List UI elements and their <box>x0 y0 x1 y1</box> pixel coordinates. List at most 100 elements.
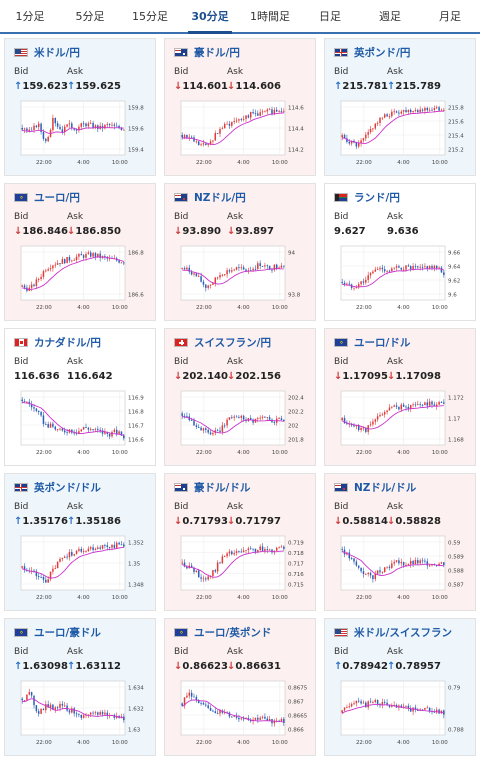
rate-card[interactable]: ユーロ/円 Bid Ask ↓186.846↓186.850 186.8 186.6 22:… <box>4 183 156 321</box>
price-chart[interactable]: 159.8 159.6 159.4 22:00 4:00 10:00 <box>13 97 151 169</box>
candle-body <box>115 542 118 548</box>
currency-pair-link[interactable]: ユーロ/豪ドル <box>34 626 101 639</box>
rate-card[interactable]: NZドル/円 Bid Ask ↓93.890 ↓93.897 94 93.8 22:00 4:0… <box>164 183 316 321</box>
tab-4[interactable]: 1時間足 <box>250 10 290 23</box>
ask-quote: ↑1.35186 <box>67 516 121 527</box>
candle-body <box>391 268 393 272</box>
flag-au-icon <box>174 47 188 57</box>
rate-card[interactable]: カナダドル/円 Bid Ask 116.636 116.642 116.9 116.8 116… <box>4 328 156 466</box>
rate-card[interactable]: 米ドル/円 Bid Ask ↑159.623↑159.625 159.8 159.6 159… <box>4 38 156 176</box>
currency-pair-link[interactable]: ランド/円 <box>354 191 400 204</box>
rate-card[interactable]: ランド/円 Bid Ask 9.627 9.636 9.66 9.64 9.62 9.6 22:0… <box>324 183 476 321</box>
currency-pair-link[interactable]: ユーロ/英ポンド <box>194 626 272 639</box>
candle-body <box>343 135 346 139</box>
tab-5[interactable]: 日足 <box>319 10 341 23</box>
currency-pair-link[interactable]: NZドル/ドル <box>354 481 417 494</box>
tab-2[interactable]: 15分足 <box>132 10 168 23</box>
candle-body <box>42 708 45 711</box>
ask-quote: ↑1.63112 <box>67 661 121 672</box>
price-chart[interactable]: 0.8675 0.867 0.8665 0.866 22:00 4:00 10:00 <box>173 677 311 749</box>
candle-body <box>383 702 386 703</box>
price-chart[interactable]: 202.4 202.2 202 201.8 22:00 4:00 10:00 <box>173 387 311 459</box>
currency-pair-link[interactable]: ユーロ/ドル <box>354 336 411 349</box>
price-chart[interactable]: 215.8 215.6 215.4 215.2 22:00 4:00 10:00 <box>333 97 471 169</box>
candle-body <box>183 135 186 138</box>
candle-body <box>393 111 395 113</box>
y-tick-label: 0.8675 <box>288 686 308 692</box>
currency-pair-link[interactable]: 米ドル/円 <box>34 46 80 59</box>
x-tick-label: 10:00 <box>272 450 288 456</box>
rate-card[interactable]: 豪ドル/ドル Bid Ask ↓0.71793↓0.71797 0.719 0.718 0.… <box>164 473 316 611</box>
bid-quote: ↓202.140 <box>174 371 228 382</box>
candle-body <box>37 576 40 577</box>
tab-0[interactable]: 1分足 <box>15 10 45 23</box>
candle-body <box>205 704 207 706</box>
y-tick-label: 0.587 <box>448 583 464 589</box>
currency-pair-link[interactable]: スイスフラン/円 <box>194 336 272 349</box>
candle-body <box>362 427 365 429</box>
price-chart[interactable]: 116.9 116.8 116.7 116.6 22:00 4:00 10:00 <box>13 387 151 459</box>
price-chart[interactable]: 0.59 0.589 0.588 0.587 22:00 4:00 10:00 <box>333 532 471 604</box>
currency-pair-link[interactable]: 米ドル/スイスフラン <box>354 626 453 639</box>
candle-body <box>252 268 254 271</box>
ask-value: 0.86631 <box>235 661 281 672</box>
candle-body <box>188 692 191 696</box>
candle-body <box>75 433 78 434</box>
tab-6[interactable]: 週足 <box>379 10 401 23</box>
bid-value: 1.35176 <box>22 516 68 527</box>
x-tick-label: 22:00 <box>356 740 372 746</box>
tab-1[interactable]: 5分足 <box>75 10 105 23</box>
currency-pair-link[interactable]: カナダドル/円 <box>34 336 101 349</box>
x-tick-label: 22:00 <box>196 595 212 601</box>
rate-card[interactable]: ユーロ/英ポンド Bid Ask ↓0.86623↓0.86631 0.8675 0.86… <box>164 618 316 756</box>
rate-card[interactable]: 英ポンド/円 Bid Ask ↑215.781↑215.789 215.8 215.6 21… <box>324 38 476 176</box>
currency-pair-link[interactable]: NZドル/円 <box>194 191 246 204</box>
price-chart[interactable]: 0.719 0.718 0.717 0.716 0.715 22:00 4:00 10:00 <box>173 532 311 604</box>
y-tick-label: 0.719 <box>288 541 304 547</box>
candle-body <box>431 109 433 111</box>
arrow-up-icon: ↑ <box>14 516 23 527</box>
x-tick-label: 4:00 <box>237 160 250 166</box>
currency-pair-link[interactable]: 豪ドル/ドル <box>194 481 251 494</box>
y-tick-label: 0.8665 <box>288 714 308 720</box>
candle-body <box>56 429 59 430</box>
candle-body <box>200 427 202 431</box>
tab-7[interactable]: 月足 <box>439 10 461 23</box>
price-chart[interactable]: 1.634 1.632 1.63 22:00 4:00 10:00 <box>13 677 151 749</box>
candle-body <box>202 578 205 580</box>
rate-card[interactable]: 豪ドル/円 Bid Ask ↓114.601↓114.606 114.6 114.4 114… <box>164 38 316 176</box>
currency-pair-link[interactable]: 英ポンド/円 <box>354 46 411 59</box>
price-chart[interactable]: 1.172 1.17 1.168 22:00 4:00 10:00 <box>333 387 471 459</box>
rate-card[interactable]: 米ドル/スイスフラン Bid Ask ↑0.78942↑0.78957 0.79 0.78… <box>324 618 476 756</box>
currency-pair-link[interactable]: ユーロ/円 <box>34 191 80 204</box>
candle-body <box>348 706 351 708</box>
candle-body <box>357 565 360 568</box>
ask-label: Ask <box>387 357 404 367</box>
rate-card[interactable]: 英ポンド/ドル Bid Ask ↑1.35176↑1.35186 1.352 1.35 1.… <box>4 473 156 611</box>
rate-card[interactable]: ユーロ/ドル Bid Ask ↓1.17095↓1.17098 1.172 1.17 1.1… <box>324 328 476 466</box>
price-chart[interactable]: 1.352 1.35 1.348 22:00 4:00 10:00 <box>13 532 151 604</box>
rate-card-header: カナダドル/円 <box>14 335 101 349</box>
ask-value: 0.78957 <box>395 661 441 672</box>
candle-body <box>120 544 123 546</box>
candle-body <box>421 109 424 111</box>
rate-card[interactable]: NZドル/ドル Bid Ask ↓0.58814↓0.58828 0.59 0.589 0.… <box>324 473 476 611</box>
price-chart-svg: 0.8675 0.867 0.8665 0.866 22:00 4:00 10:00 <box>180 680 308 746</box>
currency-pair-link[interactable]: 英ポンド/ドル <box>34 481 101 494</box>
tab-3[interactable]: 30分足 <box>180 0 240 34</box>
price-chart[interactable]: 94 93.8 22:00 4:00 10:00 <box>173 242 311 314</box>
candle-body <box>355 287 358 289</box>
currency-pair-link[interactable]: 豪ドル/円 <box>194 46 240 59</box>
candle-body <box>209 284 212 286</box>
candle-body <box>73 708 75 714</box>
rate-card[interactable]: ユーロ/豪ドル Bid Ask ↑1.63098↑1.63112 1.634 1.632 1… <box>4 618 156 756</box>
price-chart[interactable]: 114.6 114.4 114.2 22:00 4:00 10:00 <box>173 97 311 169</box>
quote-row: ↓0.71793↓0.71797 <box>174 516 281 527</box>
y-tick-label: 159.8 <box>128 106 144 112</box>
quote-row: ↓0.58814↓0.58828 <box>334 516 441 527</box>
price-chart[interactable]: 186.8 186.6 22:00 4:00 10:00 <box>13 242 151 314</box>
rate-card[interactable]: スイスフラン/円 Bid Ask ↓202.140↓202.156 202.4 202.2… <box>164 328 316 466</box>
price-chart[interactable]: 0.79 0.788 22:00 4:00 10:00 <box>333 677 471 749</box>
candle-body <box>190 692 193 697</box>
price-chart[interactable]: 9.66 9.64 9.62 9.6 22:00 4:00 10:00 <box>333 242 471 314</box>
